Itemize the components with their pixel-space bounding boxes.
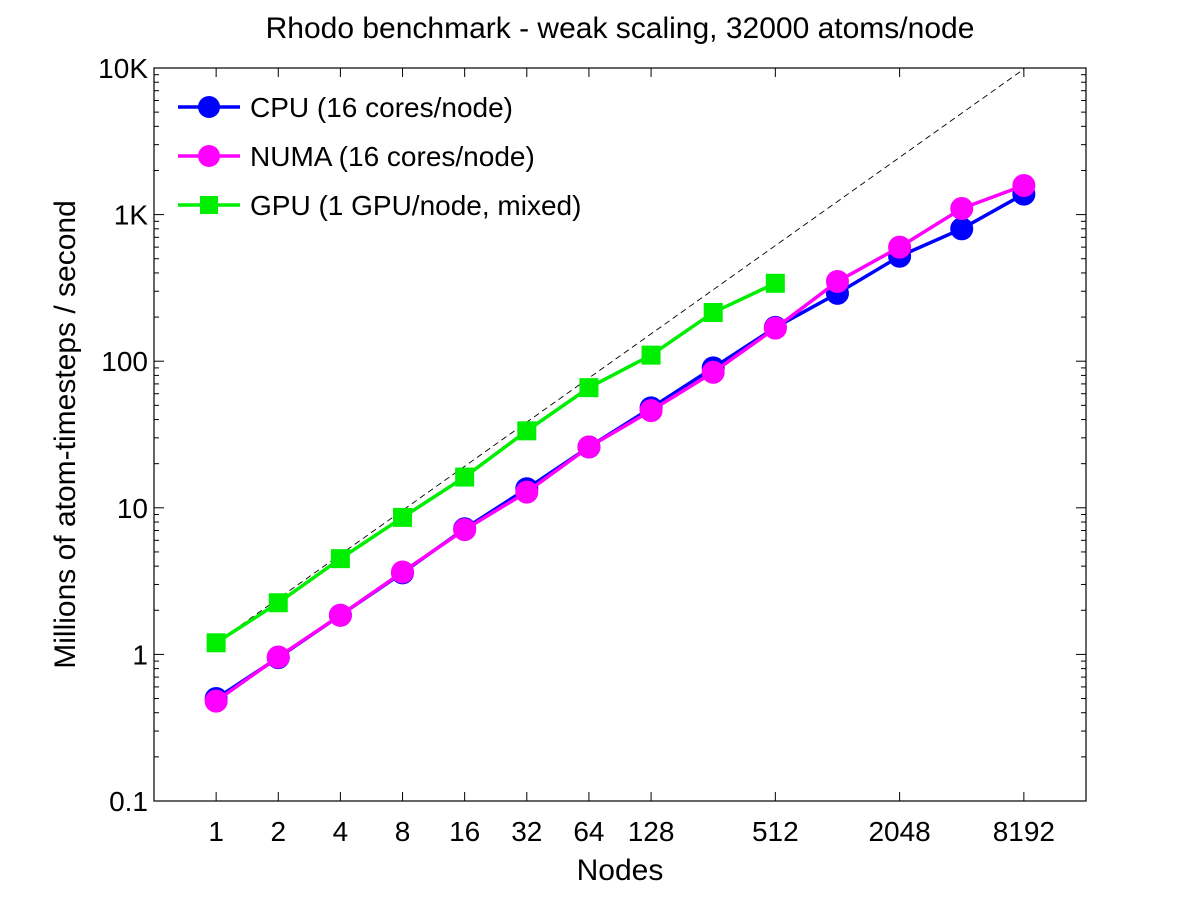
y-tick-label: 1K — [114, 200, 149, 231]
ticks-layer: 1 2 4 8 16 32 64 128 512 2048 8192 0.1 1 10 100 1K 10K — [98, 53, 1086, 847]
data-point-circle — [328, 603, 352, 627]
data-point-circle — [266, 645, 290, 669]
data-point-square — [765, 273, 785, 293]
data-point-circle — [391, 560, 415, 584]
legend-marker-circle — [198, 96, 220, 118]
x-tick-label: 1 — [208, 816, 224, 847]
x-tick-label: 16 — [449, 816, 480, 847]
x-tick-label: 2 — [270, 816, 286, 847]
legend-item: GPU (1 GPU/node, mixed) — [178, 190, 581, 221]
data-point-circle — [453, 518, 477, 542]
y-tick-label: 10K — [98, 53, 148, 84]
x-tick-label: 128 — [628, 816, 675, 847]
data-point-circle — [950, 197, 974, 221]
data-point-circle — [763, 316, 787, 340]
series-layer — [204, 173, 1036, 713]
x-tick-label: 32 — [511, 816, 542, 847]
x-tick-label: 2048 — [868, 816, 930, 847]
plot-area-frame — [153, 67, 1087, 802]
x-tick-label: 512 — [752, 816, 799, 847]
series-line — [215, 183, 1025, 703]
reference-line-layer — [215, 68, 1025, 644]
legend-item: CPU (16 cores/node) — [178, 92, 513, 123]
ideal-scaling-reference-line — [215, 68, 1025, 644]
series-line — [215, 281, 777, 645]
x-tick-label: 4 — [333, 816, 349, 847]
legend: CPU (16 cores/node) NUMA (16 cores/node) G… — [178, 92, 581, 221]
data-point-circle — [515, 480, 539, 504]
data-point-circle — [1012, 173, 1036, 197]
x-tick-label: 8 — [395, 816, 411, 847]
data-point-square — [455, 467, 475, 487]
legend-marker-square — [200, 196, 218, 214]
y-tick-label: 100 — [101, 346, 148, 377]
data-point-square — [268, 593, 288, 613]
data-point-square — [579, 378, 599, 398]
legend-label: GPU (1 GPU/node, mixed) — [250, 190, 581, 221]
x-tick-label: 8192 — [993, 816, 1055, 847]
data-point-square — [641, 345, 661, 365]
y-tick-label: 0.1 — [109, 786, 148, 817]
chart-title: Rhodo benchmark - weak scaling, 32000 at… — [266, 12, 975, 45]
legend-item: NUMA (16 cores/node) — [178, 141, 535, 172]
x-tick-label: 64 — [573, 816, 604, 847]
y-tick-label: 1 — [132, 639, 148, 670]
data-point-circle — [950, 217, 974, 241]
y-axis-label: Millions of atom-timesteps / second — [49, 200, 82, 669]
data-point-square — [703, 302, 723, 322]
data-point-circle — [701, 360, 725, 384]
data-point-circle — [204, 689, 228, 713]
data-point-circle — [825, 269, 849, 293]
legend-label: NUMA (16 cores/node) — [250, 141, 535, 172]
data-point-circle — [888, 235, 912, 259]
series-1 — [204, 173, 1036, 713]
data-point-square — [517, 421, 537, 441]
data-point-circle — [639, 399, 663, 423]
series-2 — [206, 273, 785, 653]
series-0 — [204, 182, 1036, 711]
x-axis-label: Nodes — [577, 854, 664, 887]
data-point-square — [330, 549, 350, 569]
y-tick-label: 10 — [117, 493, 148, 524]
data-point-square — [393, 507, 413, 527]
legend-marker-circle — [198, 145, 220, 167]
legend-label: CPU (16 cores/node) — [250, 92, 513, 123]
data-point-circle — [577, 435, 601, 459]
data-point-square — [206, 633, 226, 653]
